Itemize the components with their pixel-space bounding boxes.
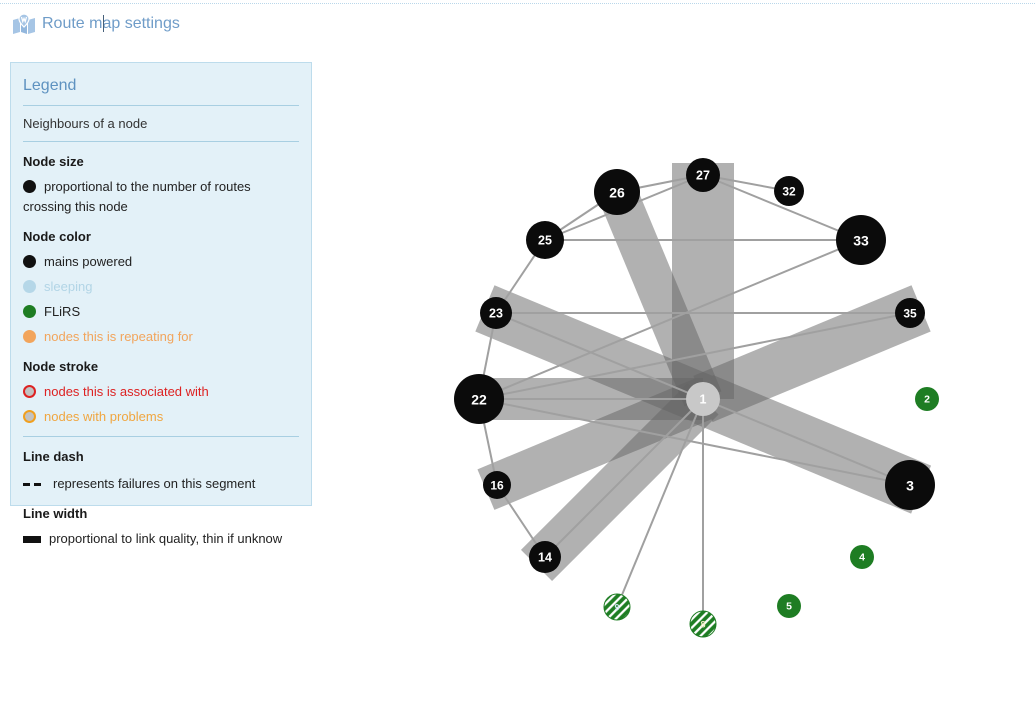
graph-node-label: 26 — [609, 185, 625, 201]
link-22-3 — [478, 398, 911, 486]
legend-item-mains-powered: mains powered — [23, 252, 299, 272]
legend-divider — [23, 105, 299, 106]
link-quality-band-1-35 — [693, 285, 931, 423]
graph-node-16[interactable]: 16 — [483, 471, 511, 499]
node-color-heading: Node color — [23, 229, 91, 244]
legend-item-node-size: proportional to the number of routes cro… — [23, 177, 299, 217]
text-caret — [103, 15, 104, 32]
graph-node-1[interactable]: 1 — [686, 382, 720, 416]
lightblue-circle-icon — [23, 280, 36, 293]
dashed-line-icon — [23, 472, 45, 492]
graph-node-label: 33 — [853, 233, 869, 249]
legend-item-label: mains powered — [44, 254, 133, 269]
graph-node-22[interactable]: 22 — [454, 374, 504, 424]
graph-node-label: 1 — [700, 393, 707, 407]
graph-node-23[interactable]: 23 — [480, 297, 512, 329]
graph-node-label: 3 — [906, 478, 914, 494]
graph-node-label: 35 — [903, 307, 917, 321]
legend-panel: Legend Neighbours of a node Node size pr… — [10, 62, 312, 546]
legend-divider — [23, 436, 299, 437]
graph-node-4[interactable]: 4 — [850, 545, 874, 569]
graph-node-label: 2 — [924, 394, 930, 406]
legend-item-label: proportional to link quality, thin if un… — [49, 531, 283, 546]
graph-node-label: 25 — [538, 234, 552, 248]
link-1-9 — [616, 398, 704, 608]
page-header: Route map settings — [0, 10, 1035, 46]
graph-node-label: 16 — [490, 479, 504, 493]
legend-item-label: proportional to the number of routes cro… — [23, 179, 251, 214]
graph-node-3[interactable]: 3 — [885, 460, 935, 510]
legend-item-label: nodes this is associated with — [44, 384, 209, 399]
legend-title: Legend — [23, 77, 77, 94]
link-quality-band-1-26 — [593, 173, 722, 407]
legend-item-label: sleeping — [44, 279, 93, 294]
graph-node-label: 27 — [696, 169, 710, 183]
link-22-35 — [478, 312, 911, 400]
graph-node-35[interactable]: 35 — [895, 298, 925, 328]
graph-node-25[interactable]: 25 — [526, 221, 564, 259]
legend-item-flirs: FLiRS — [23, 302, 299, 322]
graph-node-32[interactable]: 32 — [774, 176, 804, 206]
legend-subtitle: Neighbours of a node — [23, 116, 148, 131]
top-divider — [0, 3, 1035, 4]
legend-item-associated: nodes this is associated with — [23, 382, 299, 402]
graph-node-33[interactable]: 33 — [836, 215, 886, 265]
legend-divider — [23, 141, 299, 142]
legend-item-sleeping: sleeping — [23, 277, 299, 297]
graph-node-label: 14 — [538, 551, 552, 565]
line-dash-heading: Line dash — [23, 449, 84, 464]
link-27-33 — [702, 174, 862, 241]
graph-node-label: 32 — [782, 185, 796, 199]
graph-node-label: 9 — [614, 603, 619, 613]
page-title: Route map settings — [42, 15, 180, 32]
black-circle-icon — [23, 255, 36, 268]
orange-circle-icon — [23, 330, 36, 343]
map-icon — [13, 14, 35, 34]
link-1-14 — [544, 398, 704, 558]
green-circle-icon — [23, 305, 36, 318]
legend-item-problems: nodes with problems — [23, 407, 299, 427]
graph-node-14[interactable]: 14 — [529, 541, 561, 573]
graph-node-label: 5 — [786, 601, 792, 613]
graph-node-9[interactable]: 9 — [603, 593, 631, 621]
legend-item-label: represents failures on this segment — [53, 476, 256, 491]
legend-item-line-width: proportional to link quality, thin if un… — [23, 529, 299, 549]
red-ring-circle-icon — [23, 385, 36, 398]
line-width-heading: Line width — [23, 506, 88, 521]
legend-item-label: nodes with problems — [44, 409, 164, 424]
black-circle-icon — [23, 180, 36, 193]
legend-item-label: nodes this is repeating for — [44, 329, 193, 344]
graph-node-26[interactable]: 26 — [594, 169, 640, 215]
legend-item-line-dash: represents failures on this segment — [23, 472, 299, 494]
node-size-heading: Node size — [23, 154, 84, 169]
legend-item-repeating: nodes this is repeating for — [23, 327, 299, 347]
graph-node-5[interactable]: 5 — [777, 594, 801, 618]
graph-node-8[interactable]: 8 — [689, 610, 717, 638]
graph-node-label: 8 — [700, 620, 705, 630]
graph-node-2[interactable]: 2 — [915, 387, 939, 411]
link-22-33 — [478, 239, 862, 400]
graph-node-label: 23 — [489, 307, 503, 321]
graph-node-label: 4 — [859, 552, 865, 564]
graph-node-label: 22 — [471, 392, 487, 408]
orange-ring-circle-icon — [23, 410, 36, 423]
legend-item-label: FLiRS — [44, 304, 81, 319]
thick-line-icon — [23, 536, 41, 543]
graph-node-27[interactable]: 27 — [686, 158, 720, 192]
node-stroke-heading: Node stroke — [23, 359, 99, 374]
